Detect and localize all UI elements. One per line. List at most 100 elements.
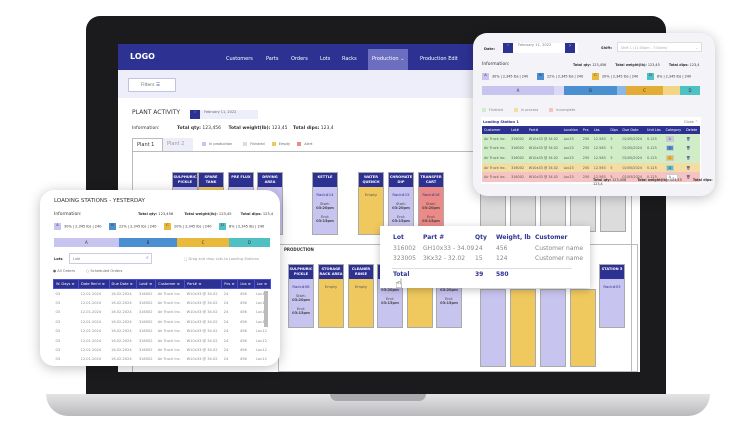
table-cell: 316002 (511, 146, 525, 151)
category-cell[interactable]: B (664, 144, 684, 154)
table-row[interactable]: 03 12.01.2024 16.02.2024 316002 Air Truck In… (54, 289, 271, 299)
qty-value: 123,456 (158, 212, 174, 216)
table-row[interactable]: 03 12.01.2024 16.02.2024 316002 Air Truck In… (54, 308, 271, 317)
table-row[interactable]: Air Truck Inc. 316002 W10x33 @ 34.02 Loc23 2… (482, 162, 700, 173)
nav-racks[interactable]: Racks (342, 56, 357, 62)
column-header[interactable]: Customer ≡ (155, 279, 186, 289)
table-cell: W10x33 @ 34.02 (186, 310, 218, 315)
filters-button[interactable]: Filters ☰ (128, 78, 176, 92)
station-tile[interactable]: WATER QUENCH Empty (358, 172, 384, 235)
close-toggle[interactable]: Close ^ (684, 120, 698, 124)
category-cell[interactable]: A (664, 134, 684, 144)
table-row[interactable]: 03 12.01.2024 16.02.2024 316002 Air Truck In… (54, 345, 271, 354)
station-tile[interactable] (480, 289, 506, 367)
table-header: Customer Lot# Part# Location Pcs Lbs Dips Due D… (482, 126, 700, 134)
table-row[interactable]: Air Truck Inc. 316002 W10x33 @ 34.02 Loc23 2… (482, 143, 700, 154)
station-tile[interactable]: STATION 5 Rack#03 (599, 264, 625, 328)
nav-production[interactable]: Production ⌄ (368, 49, 409, 70)
tooltip-cell: Customer name (535, 245, 584, 252)
dips-label: Total dips: (692, 178, 713, 182)
category-cell[interactable]: C (664, 153, 684, 163)
table-cell: Air Truck Inc. (157, 347, 181, 352)
segment-a: A (482, 86, 554, 95)
weight-label: Total weight(lb): (184, 212, 218, 216)
table-cell: W10x33 @ 34.02 (186, 291, 218, 296)
table-cell: Loc23 (563, 146, 574, 151)
table-cell: 316002 (138, 310, 153, 315)
table-row[interactable]: Air Truck Inc. 316002 W10x33 @ 34.02 Loc23 2… (482, 134, 700, 144)
table-row[interactable]: Air Truck Inc. 316002 W10x33 @ 34.02 Loc23 2… (482, 172, 700, 182)
station-tile[interactable]: CLEANER RINSE Empty (348, 264, 374, 328)
tooltip-column-header: Weight, lb (496, 234, 531, 241)
table-cell: 316002 (511, 175, 525, 180)
loading-title: LOADING STATIONS - YESTERDAY (54, 198, 145, 204)
table-scrollbar[interactable] (264, 291, 268, 327)
lots-search-input[interactable] (69, 253, 152, 264)
search-icon[interactable]: ⌕ (146, 255, 149, 261)
column-header[interactable]: Lot# ≡ (136, 279, 157, 289)
column-header[interactable]: Due Date ≡ (108, 279, 138, 289)
end-time: End: 03:15pm (392, 215, 410, 223)
nav-orders[interactable]: Orders (291, 56, 308, 62)
tooltip-column-header: Lot (393, 234, 404, 241)
column-header[interactable]: Pcs ≡ (221, 279, 239, 289)
station-tile[interactable] (510, 289, 536, 367)
station-tile[interactable]: KETTLE Rack#14 Start: 03:20pm End: 03:15pm (312, 172, 338, 235)
date-value: February 11, 2022 (518, 43, 552, 47)
column-header[interactable]: Date Rec'd ≡ (78, 279, 110, 289)
station-name: STATION 5 (600, 265, 624, 279)
station-tile[interactable]: SULPHURIC PICKLE Rack#06 Start: 03:20pm End:… (288, 264, 314, 328)
table-cell: Air Truck Inc. (157, 310, 181, 315)
shift-select[interactable]: Shift 1 (11:00pm - 7:00am) ⌄ (617, 42, 702, 52)
prev-date-button[interactable]: ‹ (503, 43, 513, 53)
station-tile[interactable] (540, 289, 566, 367)
next-date-button[interactable]: › (565, 43, 575, 53)
table-cell: W10x33 @ 34.02 (528, 146, 559, 151)
drag-hint: ⬚ Drag and drop Lots to Loading Stations (184, 257, 259, 261)
delete-icon[interactable]: 🗑 (686, 136, 691, 141)
table-row[interactable]: 03 12.01.2024 16.02.2024 316002 Air Truck In… (54, 298, 271, 307)
table-row[interactable]: 03 12.01.2024 16.02.2024 316002 Air Truck In… (54, 336, 271, 345)
delete-icon[interactable]: 🗑 (686, 146, 691, 151)
column-header[interactable]: Part# ≡ (184, 279, 223, 289)
column-header[interactable]: W. Days ≡ (52, 279, 80, 289)
date-picker[interactable]: ‹ February 11, 2022 (190, 110, 258, 119)
table-cell: 316002 (138, 357, 153, 362)
nav-parts[interactable]: Parts (266, 56, 279, 62)
prev-date-button[interactable]: ‹ (190, 110, 200, 119)
table-row[interactable]: Air Truck Inc. 316002 W10x33 @ 34.02 Loc23 2… (482, 153, 700, 163)
table-cell: Loc12 (256, 357, 267, 362)
category-cell[interactable]: A ⌄ (664, 172, 684, 182)
table-cell: 12.563 (593, 155, 606, 160)
nav-customers[interactable]: Customers (226, 56, 253, 62)
shift-date-picker[interactable]: ‹ February 11, 2022 (503, 43, 578, 53)
table-cell: 03 (55, 301, 61, 306)
tooltip-cell: 24 (475, 245, 483, 252)
table-cell: 24 (223, 347, 229, 352)
table-cell: 16.02.2024 (111, 319, 132, 324)
radio-all-orders[interactable]: ● All Orders (53, 269, 75, 273)
segment-c: C (626, 86, 663, 95)
nav-production-edit[interactable]: Production Edit (420, 56, 458, 62)
table-row[interactable]: 03 12.01.2024 16.02.2024 316002 Air Truck In… (54, 327, 271, 336)
chevron-down-icon: ⌄ (695, 45, 698, 50)
empty-status: Empty (354, 284, 368, 289)
weight-value: 123,45 (218, 212, 232, 216)
delete-icon[interactable]: 🗑 (686, 165, 691, 170)
delete-icon[interactable]: 🗑 (686, 175, 691, 180)
station-tile[interactable]: CHROMATE DIP Rack#15 Start: 03:20pm End: 03:1… (388, 172, 414, 235)
category-cell[interactable]: D (664, 163, 684, 173)
station-tile[interactable]: TRANSFER CART Rack#16 Start: 03:20pm End: 03:… (418, 172, 444, 235)
table-row[interactable]: 03 12.01.2024 16.02.2024 316002 Air Truck In… (54, 317, 271, 326)
tab-plant-1[interactable]: Plant 1 (132, 138, 163, 152)
station-tile[interactable]: STORAGE RACK AREA Empty (318, 264, 344, 328)
tooltip-total-label: Total (393, 271, 410, 278)
tab-plant-2[interactable]: Plant 2 (163, 138, 193, 151)
radio-scheduled-orders[interactable]: ○ Scheduled Orders (86, 269, 123, 273)
column-header[interactable]: Loc ≡ (253, 279, 272, 289)
delete-icon[interactable]: 🗑 (686, 155, 691, 160)
table-row[interactable]: 03 12.01.2024 16.02.2024 316002 Air Truck In… (54, 355, 271, 364)
column-header[interactable]: Lbs ≡ (237, 279, 255, 289)
station-tile[interactable] (570, 289, 596, 367)
nav-lots[interactable]: Lots (320, 56, 331, 62)
